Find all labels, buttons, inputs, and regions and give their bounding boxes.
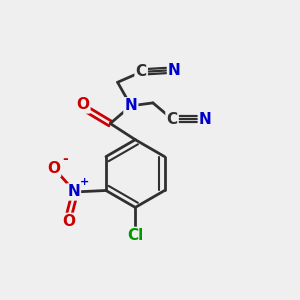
Text: O: O [76, 98, 89, 112]
Text: +: + [80, 178, 90, 188]
Text: O: O [47, 161, 60, 176]
Text: C: C [136, 64, 147, 80]
Text: O: O [63, 214, 76, 229]
Text: N: N [67, 184, 80, 200]
Text: Cl: Cl [127, 228, 143, 243]
Text: -: - [62, 152, 68, 167]
Text: N: N [168, 63, 181, 78]
Text: N: N [199, 112, 212, 127]
Text: N: N [124, 98, 137, 113]
Text: C: C [167, 112, 178, 127]
